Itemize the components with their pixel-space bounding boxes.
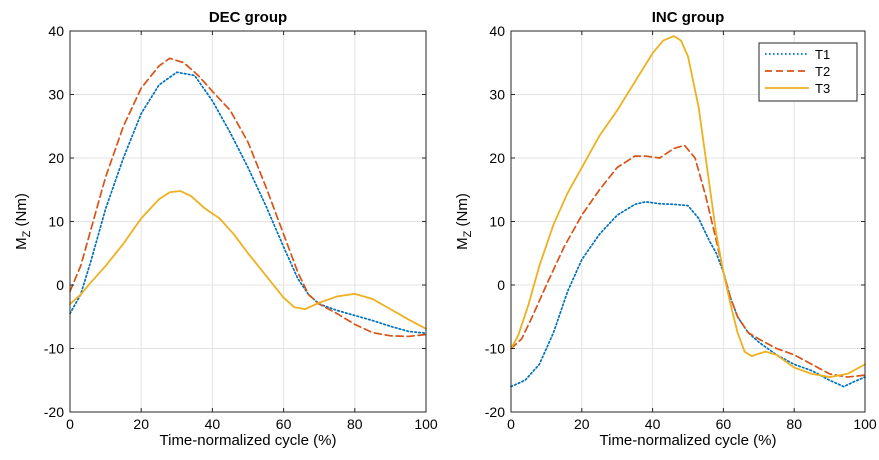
x-tick-label: 0 [66, 416, 74, 432]
y-tick-label: -10 [485, 341, 505, 357]
y-axis-label: MZ (Nm) [13, 193, 33, 250]
series-line-t3 [510, 35, 866, 378]
chart-title: DEC group [209, 9, 287, 26]
x-tick-label: 100 [853, 416, 877, 432]
y-axis-label: MZ (Nm) [454, 193, 474, 250]
y-tick-label: -10 [44, 341, 64, 357]
x-tick-label: 100 [414, 416, 438, 432]
x-axis-label: Time-normalized cycle (%) [160, 432, 337, 449]
legend: T1 T2 T3 [758, 42, 858, 102]
series-line-t2 [510, 144, 866, 378]
legend-label-t2: T2 [815, 64, 830, 79]
y-tick-label: 10 [489, 214, 505, 230]
y-tick-label: 10 [48, 214, 64, 230]
y-tick-label: 40 [489, 23, 505, 39]
chart-title: INC group [652, 9, 725, 26]
y-tick-label: -20 [44, 404, 64, 420]
y-tick-label: 30 [48, 87, 64, 103]
series-line-t1 [510, 200, 866, 388]
x-axis-label: Time-normalized cycle (%) [600, 432, 777, 449]
x-tick-label: 80 [786, 416, 802, 432]
x-tick-label: 60 [276, 416, 292, 432]
y-tick-label: 20 [48, 150, 64, 166]
series-line-t3 [69, 190, 427, 330]
y-tick-label: 40 [48, 23, 64, 39]
x-tick-label: 60 [716, 416, 732, 432]
y-tick-label: 0 [497, 277, 505, 293]
chart-panel-2: 0 20 40 60 80 100 -20 -10 0 10 20 30 40 INC group Time… [454, 9, 877, 449]
y-tick-label: 30 [489, 87, 505, 103]
legend-box [758, 42, 858, 102]
series-line-t2 [69, 57, 427, 338]
x-tick-label: 0 [507, 416, 515, 432]
series-line-t1 [69, 71, 427, 335]
x-tick-label: 80 [347, 416, 363, 432]
legend-label-t1: T1 [815, 47, 830, 62]
x-tick-label: 40 [645, 416, 661, 432]
legend-label-t3: T3 [815, 81, 830, 96]
x-tick-label: 20 [574, 416, 590, 432]
y-tick-label: -20 [485, 404, 505, 420]
chart-panel-1: 0 20 40 60 80 100 -20 -10 0 10 20 30 40 DEC group Time… [13, 9, 438, 449]
x-tick-label: 20 [133, 416, 149, 432]
y-tick-label: 20 [489, 150, 505, 166]
y-tick-label: 0 [56, 277, 64, 293]
x-tick-label: 40 [205, 416, 221, 432]
